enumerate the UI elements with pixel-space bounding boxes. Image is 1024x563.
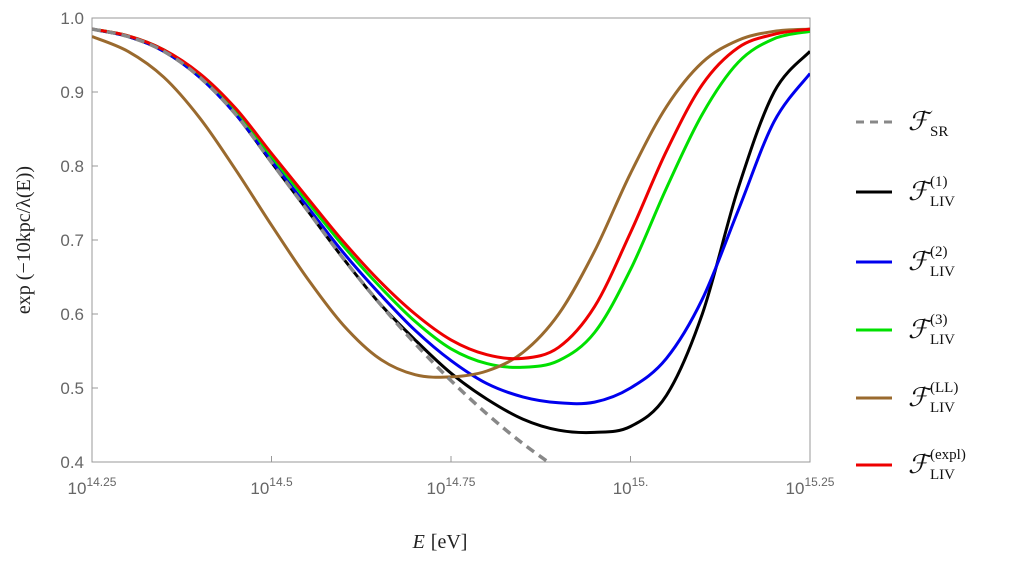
x-axis-unit: [eV] (431, 531, 468, 553)
y-axis-title: exp (−10kpc/λ(E)) (13, 166, 35, 314)
x-tick-label: 1014.5 (250, 475, 293, 498)
legend-subscript: LIV (930, 332, 955, 348)
x-tick-label: 1015.25 (786, 475, 835, 498)
y-tick-label: 0.4 (60, 453, 84, 472)
series-line-liv-ll (92, 27, 810, 379)
legend-superscript: (2) (930, 244, 948, 260)
series-lines (92, 27, 810, 462)
legend-superscript: (1) (930, 174, 948, 190)
x-tick-label: 1015. (613, 475, 649, 498)
y-axis-ticks: 0.4 0.5 0.6 0.7 0.8 0.9 1.0 (60, 9, 98, 472)
x-tick-exponent: 15.25 (804, 475, 834, 489)
y-tick-label: 0.8 (60, 157, 84, 176)
x-tick-base: 10 (613, 479, 632, 498)
legend-subscript: LIV (930, 467, 955, 483)
x-axis-title: E [eV] (412, 531, 468, 553)
y-tick-label: 0.5 (60, 379, 84, 398)
y-tick-label: 0.7 (60, 231, 84, 250)
legend-subscript: SR (930, 124, 948, 140)
legend-superscript: (expl) (930, 447, 966, 463)
legend-subscript: LIV (930, 400, 955, 416)
x-tick-label: 1014.75 (427, 475, 476, 498)
legend-subscript: LIV (930, 194, 955, 210)
x-tick-base: 10 (250, 479, 269, 498)
x-tick-exponent: 14.75 (445, 475, 475, 489)
x-tick-exponent: 14.5 (269, 475, 293, 489)
y-tick-label: 0.6 (60, 305, 84, 324)
x-tick-base: 10 (68, 479, 87, 498)
series-layer (92, 27, 810, 462)
x-tick-base: 10 (786, 479, 805, 498)
series-line-sr (92, 27, 552, 462)
x-axis-ticks: 1014.25 1014.5 1014.75 1015. 1015.25 (68, 456, 835, 498)
legend-superscript: (LL) (930, 380, 958, 396)
y-tick-label: 1.0 (60, 9, 84, 28)
series-line-liv-expl (92, 27, 810, 361)
x-tick-base: 10 (427, 479, 446, 498)
legend-subscript: LIV (930, 264, 955, 280)
x-axis-variable: E (412, 531, 425, 553)
series-line-liv-1 (92, 27, 810, 435)
y-tick-label: 0.9 (60, 83, 84, 102)
x-tick-exponent: 14.25 (86, 475, 116, 489)
x-tick-exponent: 15. (632, 475, 649, 489)
x-tick-label: 1014.25 (68, 475, 117, 498)
legend-superscript: (3) (930, 312, 948, 328)
legend: ℱ SRℱ LIV(1)ℱ LIV(2)ℱ LIV(3)ℱ LIV(LL)ℱ LIV(exp… (856, 107, 966, 483)
